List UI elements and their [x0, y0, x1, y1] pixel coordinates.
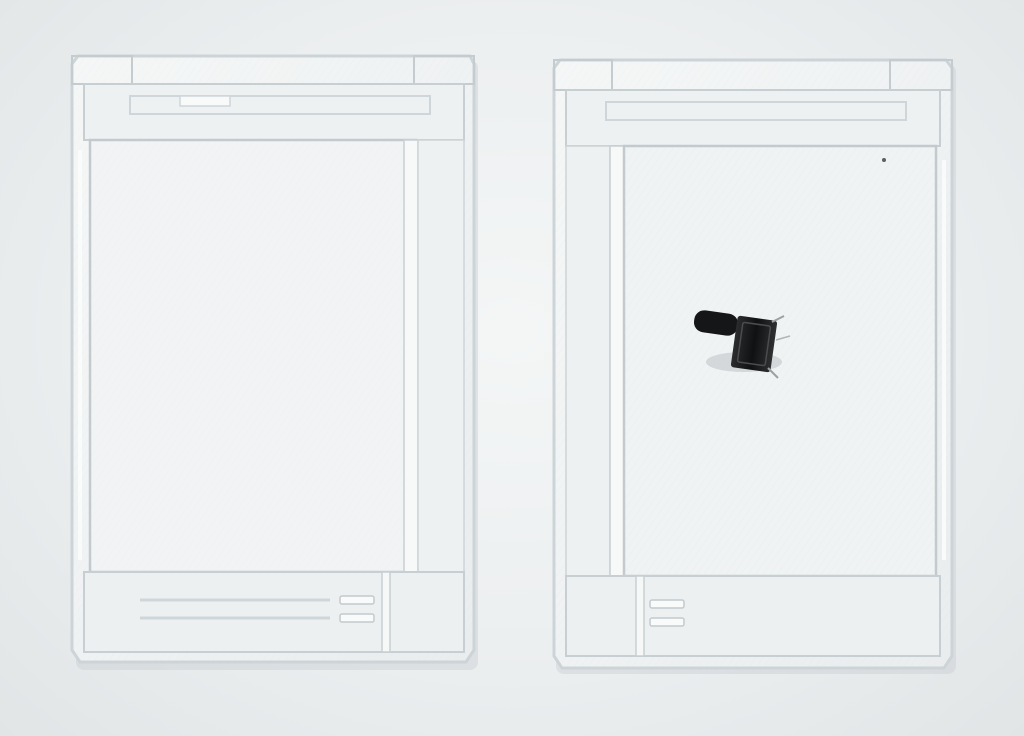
right-dust-speck [882, 158, 886, 162]
left-bottom-tab-2 [339, 613, 375, 623]
button-leg-2 [767, 367, 779, 379]
right-bottom-tab-1 [649, 599, 685, 609]
right-top-rail [565, 89, 941, 147]
left-inner-divider [403, 139, 419, 573]
right-bottom-rail [565, 575, 941, 657]
left-top-rail [83, 83, 465, 141]
button-top-plate [736, 321, 772, 367]
left-enclosure-half [70, 54, 478, 670]
button-leg-3 [775, 335, 791, 341]
left-side-channel [417, 139, 465, 645]
left-bottom-post [381, 571, 391, 653]
left-top-slot [129, 95, 431, 115]
tactile-push-button [693, 310, 791, 379]
right-bottom-post [635, 575, 645, 657]
right-inner-divider [609, 145, 625, 577]
left-top-tab [179, 95, 231, 107]
right-bottom-tab-2 [649, 617, 685, 627]
left-cavity-texture [90, 140, 416, 572]
left-bottom-tab-1 [339, 595, 375, 605]
button-plunger [693, 310, 739, 336]
left-bottom-rail [83, 571, 465, 653]
right-side-channel [565, 145, 611, 647]
right-top-slot [605, 101, 907, 121]
button-leg-1 [771, 315, 785, 323]
